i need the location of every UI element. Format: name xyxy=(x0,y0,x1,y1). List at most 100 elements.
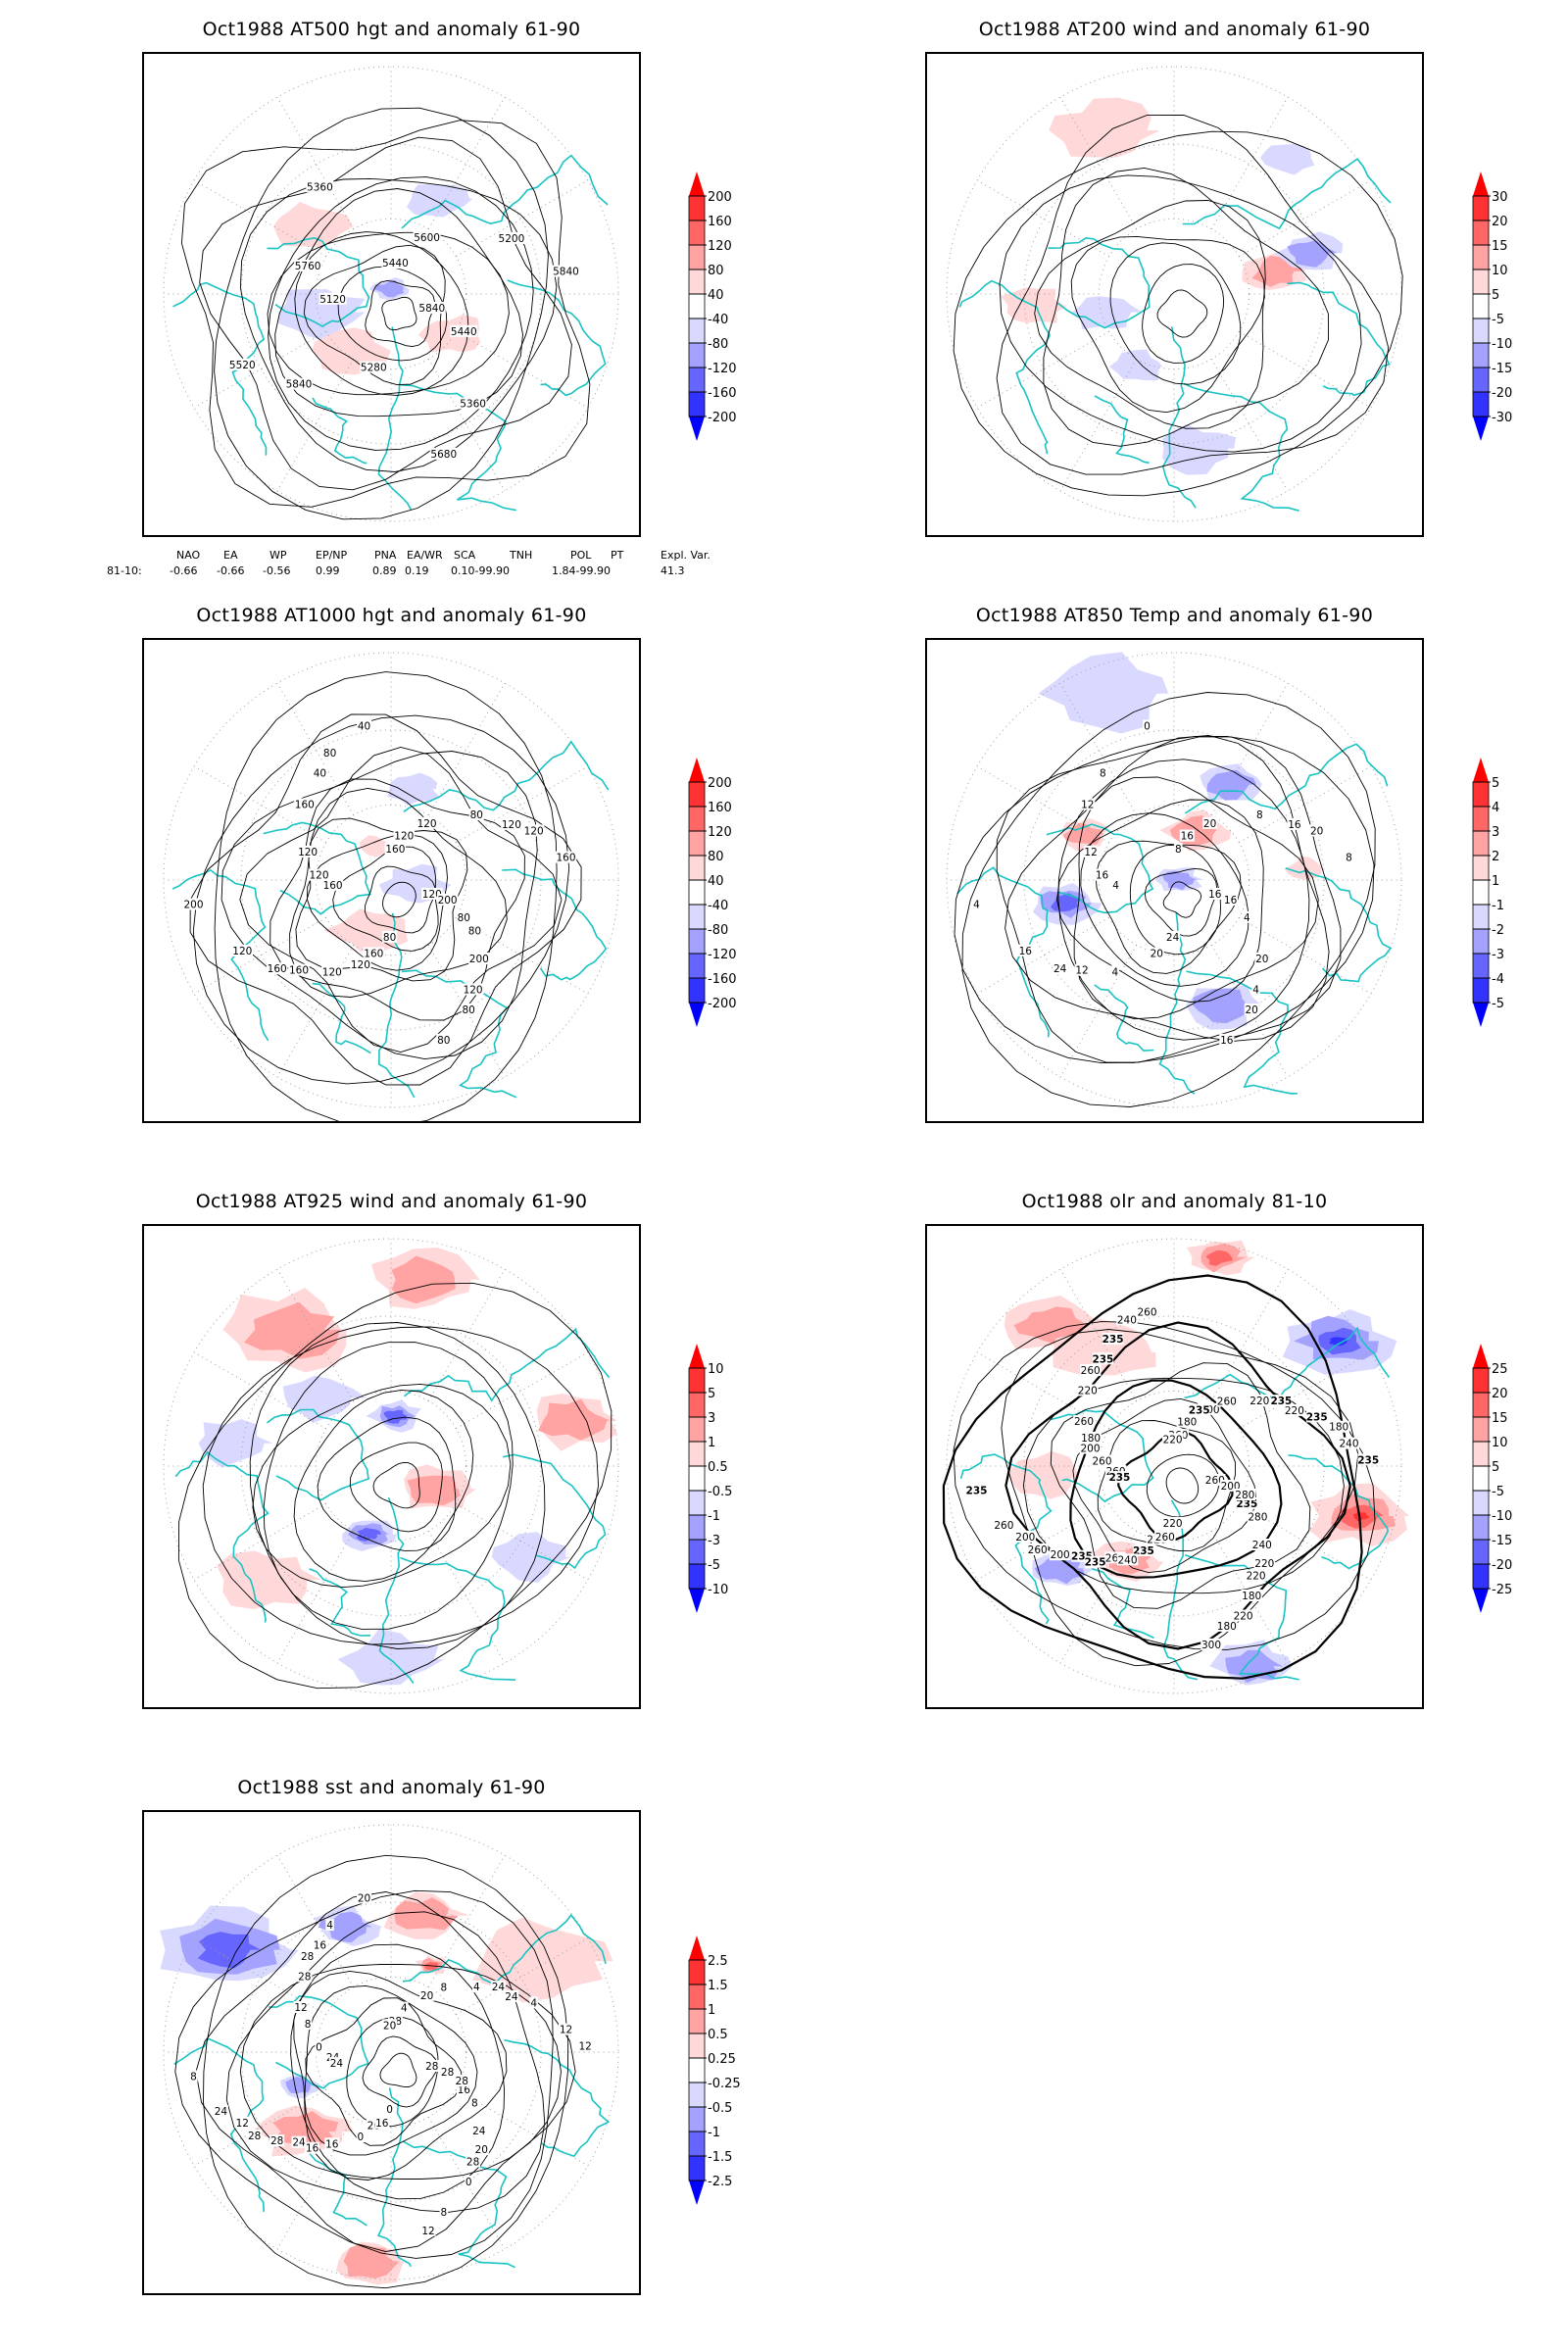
contour-label-bg xyxy=(1202,816,1218,829)
contour-label-bg xyxy=(1345,851,1353,863)
colorbar-tick-label: 5 xyxy=(708,1387,715,1401)
contour-label: 220 xyxy=(1250,1396,1269,1407)
contour-label: 0 xyxy=(466,2177,472,2188)
contour-line xyxy=(1073,776,1319,1020)
anomaly-region xyxy=(391,1255,456,1304)
contour-label: 200 xyxy=(469,954,489,965)
contour-line xyxy=(954,735,1375,1064)
coastline xyxy=(172,868,270,1042)
contour-label: 80 xyxy=(470,809,483,821)
colorbar-tick-label: 120 xyxy=(708,825,732,840)
coastline xyxy=(172,281,268,456)
meridian-line xyxy=(427,1268,506,1401)
meridian-line xyxy=(1210,359,1289,492)
colorbar-arrow-top xyxy=(689,172,705,196)
meridian-line xyxy=(1059,96,1138,229)
colorbar-segment xyxy=(689,368,705,392)
colorbar-olr: 25 20 15 10 5 -5 -10 -15 -20 -25 xyxy=(1472,1344,1542,1638)
colorbar-segment xyxy=(689,1540,705,1564)
contour-label: 24 xyxy=(215,2106,228,2118)
index-header-expl-var: Expl. Var. xyxy=(661,549,710,562)
contour-label-bg xyxy=(436,1033,452,1046)
meridian-line xyxy=(427,2117,506,2250)
coastline xyxy=(403,2140,515,2269)
colorbar-segment xyxy=(1473,1491,1489,1515)
contour-label-bg xyxy=(413,230,441,243)
meridian-line xyxy=(456,1937,589,2016)
contour-label-bg xyxy=(1110,965,1120,978)
contour-label: 300 xyxy=(1201,1640,1221,1651)
anomaly-region xyxy=(1162,870,1198,891)
contour-label-bg xyxy=(1083,845,1099,858)
colorbar-segment xyxy=(689,2132,705,2156)
meridian-line xyxy=(193,1502,326,1581)
contour-label: 24 xyxy=(330,2058,344,2070)
contour-label-bg xyxy=(1108,1471,1131,1484)
colorbar-tick-label: -2.5 xyxy=(708,2175,732,2189)
colorbar-tick-label: 160 xyxy=(708,215,732,229)
latitude-circle xyxy=(1023,729,1325,1031)
contour-label-bg xyxy=(1161,1516,1184,1529)
contour-line xyxy=(1022,1377,1345,1594)
contour-label-bg xyxy=(529,1996,538,2009)
contour-label-bg xyxy=(312,766,327,779)
index-value-pol-pt: 1.84-99.90 xyxy=(552,564,611,577)
contour-label: 5360 xyxy=(460,399,486,411)
latitude-circle xyxy=(1098,218,1250,370)
contour-label-bg xyxy=(382,2019,398,2032)
contour-label-bg xyxy=(357,719,371,732)
contour-label-bg xyxy=(1092,1352,1114,1365)
colorbar-tick-label: -0.5 xyxy=(708,1485,732,1499)
contour-label: 120 xyxy=(298,847,318,858)
contour-label: 8 xyxy=(1256,809,1263,821)
contour-label: 16 xyxy=(314,1939,327,1951)
contour-label: 4 xyxy=(973,900,980,911)
coastline xyxy=(173,2037,265,2212)
contour-label-bg xyxy=(288,963,310,976)
contour-label-bg xyxy=(293,2001,309,2013)
contour-label: 24 xyxy=(472,2126,486,2137)
colorbar-segment xyxy=(689,392,705,416)
contour-label: 8 xyxy=(1346,853,1352,864)
contour-line xyxy=(1056,799,1264,1003)
contour-label: 260 xyxy=(994,1520,1013,1532)
colorbar-arrow-top xyxy=(689,1344,705,1368)
map-svg xyxy=(946,66,1403,522)
meridian-line xyxy=(276,1531,355,1664)
anomaly-region xyxy=(1072,296,1143,330)
contour-label: 280 xyxy=(1235,1490,1254,1501)
contour-label: 160 xyxy=(323,880,343,892)
meridian-line xyxy=(1210,945,1289,1078)
colorbar-tick-label: 80 xyxy=(708,850,724,864)
contour-label: 5840 xyxy=(286,379,313,391)
contour-label: 260 xyxy=(1137,1307,1156,1319)
contour-label-bg xyxy=(429,447,458,460)
meridian-line xyxy=(193,330,326,409)
contour-label: 16 xyxy=(1224,895,1238,906)
contour-line xyxy=(346,2016,439,2128)
anomaly-region xyxy=(244,1301,340,1359)
contour-label: 4 xyxy=(530,1997,537,2009)
contour-label-bg xyxy=(466,924,482,937)
index-row-label: 81-10: xyxy=(107,564,142,577)
meridian-line xyxy=(276,2117,355,2250)
contour-label: 0 xyxy=(316,2042,322,2054)
contour-line xyxy=(996,736,1342,1063)
colorbar-segment xyxy=(689,807,705,831)
colorbar-arrow-bottom xyxy=(1473,1003,1489,1027)
colorbar-tick-label: 20 xyxy=(1492,1387,1508,1401)
meridian-line xyxy=(1210,682,1289,815)
meridian-line xyxy=(1059,682,1138,815)
contour-label: 235 xyxy=(1270,1396,1292,1407)
contour-label-bg xyxy=(384,843,407,856)
contour-label-bg xyxy=(459,397,487,410)
contour-label: 120 xyxy=(309,870,328,882)
anomaly-region xyxy=(394,1897,459,1931)
colorbar-segment xyxy=(1473,196,1489,220)
contour-label-bg xyxy=(1284,1403,1305,1416)
contour-line xyxy=(304,1984,478,2156)
contour-label: 80 xyxy=(437,1035,450,1047)
colorbar-segment xyxy=(689,929,705,954)
contour-label-bg xyxy=(385,2102,394,2115)
